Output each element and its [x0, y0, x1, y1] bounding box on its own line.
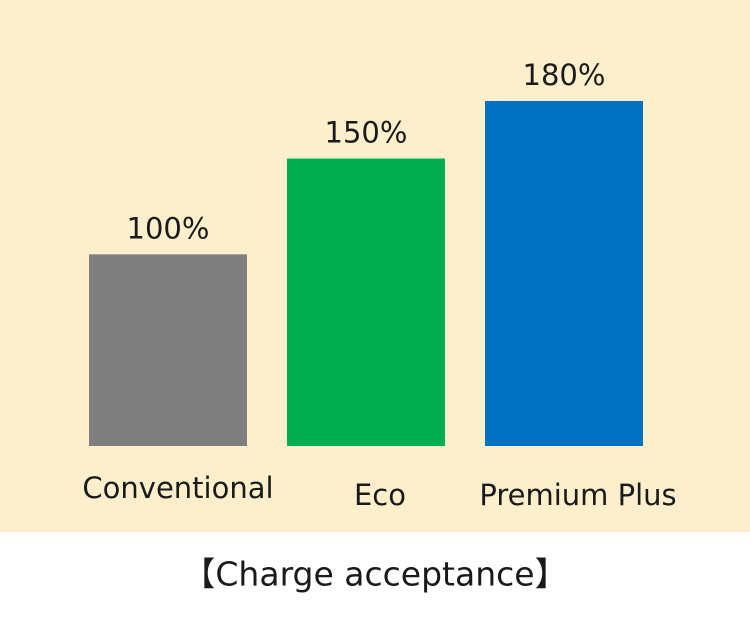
bar [287, 158, 445, 446]
x-tick-label: Premium Plus [479, 478, 676, 512]
bar [89, 254, 247, 446]
chart-title: 【Charge acceptance】 [182, 555, 567, 594]
x-tick-label: Eco [354, 478, 406, 512]
x-tick-label: Conventional [82, 471, 273, 505]
bar [485, 101, 643, 446]
value-label: 150% [325, 116, 408, 150]
value-label: 100% [127, 211, 210, 245]
value-label: 180% [523, 58, 606, 92]
